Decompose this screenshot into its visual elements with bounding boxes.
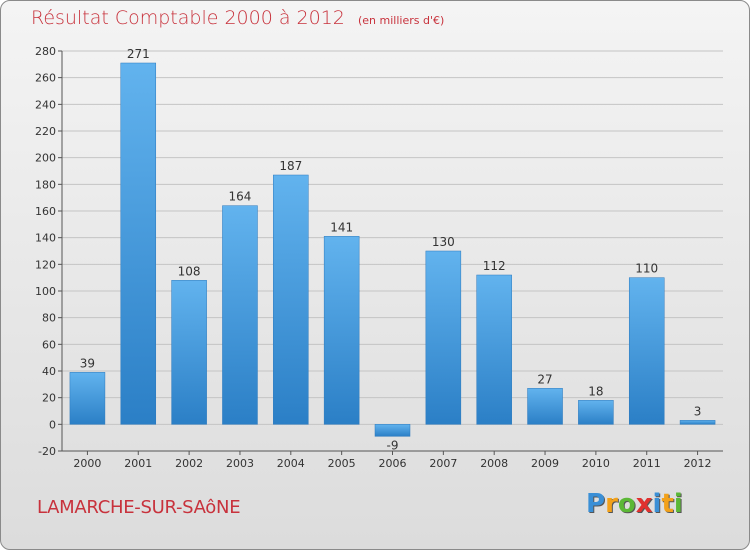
bar	[527, 388, 563, 425]
y-tick-label: 100	[35, 285, 56, 298]
y-tick-label: -20	[38, 445, 56, 458]
chart-subtitle: (en milliers d'€)	[357, 14, 445, 27]
data-label: 271	[127, 47, 150, 61]
x-tick-label: 2007	[429, 457, 457, 470]
x-tick-label: 2012	[684, 457, 712, 470]
y-tick-label: 60	[42, 338, 56, 351]
logo-letter: i	[673, 489, 683, 519]
x-tick-label: 2010	[582, 457, 610, 470]
bar	[374, 424, 411, 437]
bar	[120, 62, 157, 425]
data-label: 27	[537, 372, 552, 386]
y-tick-label: 120	[35, 258, 56, 271]
bar	[273, 174, 309, 425]
location-name: LAMARCHE-SUR-SAôNE	[37, 497, 241, 518]
data-label: 39	[80, 356, 95, 370]
chart-title: Résultat Comptable 2000 à 2012	[31, 7, 345, 29]
x-tick-label: 2003	[226, 457, 254, 470]
logo-letter: o	[617, 489, 636, 519]
bar	[628, 277, 665, 425]
bar	[171, 280, 207, 425]
y-tick-label: 80	[42, 312, 56, 325]
x-tick-label: 2004	[277, 457, 305, 470]
data-label: 130	[432, 235, 455, 249]
x-tick-label: 2002	[175, 457, 203, 470]
y-tick-label: 220	[35, 125, 56, 138]
y-tick-label: 0	[49, 418, 56, 431]
y-tick-label: 260	[35, 72, 56, 85]
bar	[476, 274, 512, 425]
data-label: 141	[330, 220, 353, 234]
bar	[425, 250, 462, 425]
data-label: 112	[483, 259, 506, 273]
bar	[323, 236, 360, 425]
bar	[578, 400, 614, 425]
y-tick-label: 160	[35, 205, 56, 218]
y-tick-label: 280	[35, 45, 56, 58]
x-tick-label: 2005	[328, 457, 356, 470]
x-tick-label: 2011	[633, 457, 661, 470]
data-label: 164	[229, 190, 252, 204]
x-tick-label: 2006	[379, 457, 407, 470]
y-tick-label: 40	[42, 365, 56, 378]
y-tick-label: 180	[35, 178, 56, 191]
y-tick-label: 20	[42, 392, 56, 405]
logo-letter: t	[661, 489, 674, 519]
logo-letter: P	[586, 489, 606, 519]
logo-letter: r	[605, 489, 618, 519]
data-label: 108	[178, 264, 201, 278]
x-tick-label: 2008	[480, 457, 508, 470]
y-tick-label: 200	[35, 152, 56, 165]
data-label: 187	[279, 159, 302, 173]
y-tick-label: 240	[35, 98, 56, 111]
x-tick-label: 2000	[73, 457, 101, 470]
x-tick-label: 2009	[531, 457, 559, 470]
logo-letter: x	[635, 489, 653, 519]
proxiti-logo: Proxiti	[586, 489, 683, 519]
data-label: -9	[387, 438, 399, 452]
chart-title-row: Résultat Comptable 2000 à 2012 (en milli…	[31, 7, 444, 29]
data-label: 3	[694, 404, 702, 418]
logo-letter: i	[652, 489, 662, 519]
y-tick-label: 140	[35, 232, 56, 245]
bar	[679, 420, 716, 425]
x-tick-label: 2001	[124, 457, 152, 470]
data-label: 110	[635, 262, 658, 276]
data-label: 18	[588, 384, 603, 398]
bar	[69, 372, 106, 425]
bar	[222, 205, 258, 425]
